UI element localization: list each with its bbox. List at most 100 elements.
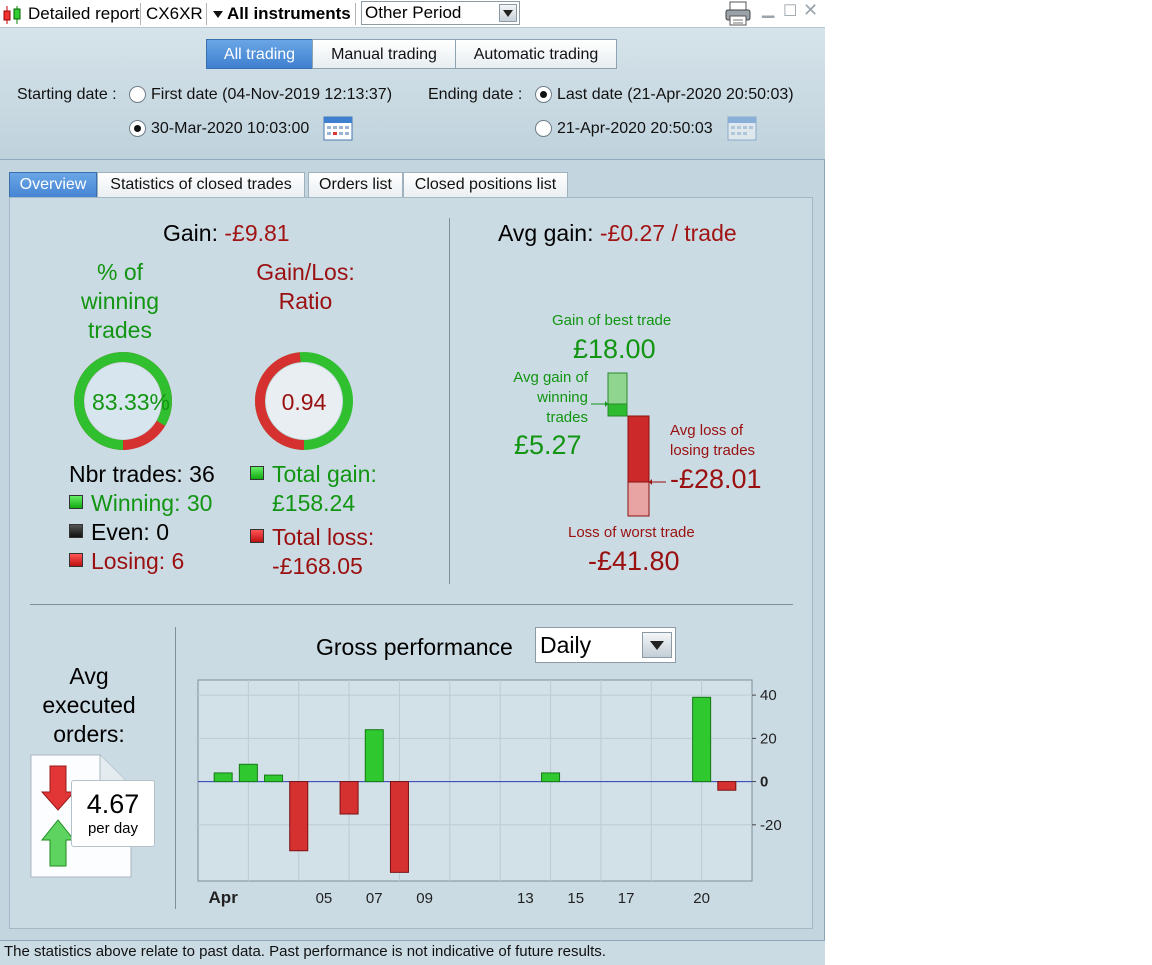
ending-date-label: Ending date : bbox=[428, 86, 523, 103]
even-count: Even: 0 bbox=[91, 519, 169, 545]
bar bbox=[692, 696, 712, 783]
gain-loss-ratio-donut bbox=[255, 352, 353, 450]
x-tick-label: 05 bbox=[316, 890, 333, 907]
maximize-icon[interactable]: ☐ bbox=[783, 3, 798, 20]
avg-gain-label: Avg gain: bbox=[498, 220, 594, 246]
donut-center bbox=[266, 363, 342, 439]
total-gain-legend-icon bbox=[250, 466, 264, 480]
bar bbox=[717, 781, 737, 791]
avg-gain-value: -£0.27 / trade bbox=[599, 220, 737, 246]
avg-loss-label-line: Avg loss of bbox=[670, 422, 744, 439]
x-tick-label: 13 bbox=[517, 890, 534, 907]
x-tick-label: 09 bbox=[416, 890, 433, 907]
granularity-value: Daily bbox=[540, 632, 592, 658]
nbr-trades: Nbr trades: 36 bbox=[69, 461, 215, 487]
avg-win-value: £5.27 bbox=[514, 430, 582, 460]
avg-orders-unit: per day bbox=[87, 820, 139, 837]
tab-manual-trading[interactable]: Manual trading bbox=[312, 39, 456, 69]
status-bar: The statistics above relate to past data… bbox=[0, 940, 825, 965]
bar bbox=[238, 763, 258, 783]
y-tick-label: 20 bbox=[760, 730, 777, 747]
custom-start-radio[interactable] bbox=[129, 120, 146, 137]
tab-overview[interactable]: Overview bbox=[9, 172, 97, 198]
gain-label: Gain: bbox=[163, 220, 218, 246]
worst-trade-value: -£41.80 bbox=[588, 546, 680, 576]
tab-statistics-closed-trades[interactable]: Statistics of closed trades bbox=[97, 172, 305, 198]
granularity-select[interactable]: Daily bbox=[535, 627, 676, 663]
x-tick-label: Apr bbox=[209, 888, 239, 907]
avg-gain-summary: Avg gain: -£0.27 / trade bbox=[498, 220, 737, 247]
starting-date-label: Starting date : bbox=[17, 86, 117, 103]
avg-loss-label-line: losing trades bbox=[670, 442, 756, 459]
avg-loss-label: Avg loss of losing trades bbox=[670, 421, 755, 461]
winning-pct-title-line: winning bbox=[81, 288, 159, 314]
chevron-down-icon[interactable] bbox=[642, 632, 672, 658]
tab-all-trading[interactable]: All trading bbox=[206, 39, 313, 69]
bar bbox=[541, 772, 561, 783]
close-icon[interactable]: ✕ bbox=[803, 0, 819, 20]
total-loss-legend-icon bbox=[250, 529, 264, 543]
donut-center bbox=[85, 363, 161, 439]
x-tick-label: 20 bbox=[693, 890, 710, 907]
custom-end-value: 21-Apr-2020 20:50:03 bbox=[557, 120, 713, 137]
account-label[interactable]: CX6XR bbox=[146, 4, 203, 23]
losing-count: Losing: 6 bbox=[91, 548, 185, 574]
chevron-down-icon[interactable] bbox=[499, 4, 517, 22]
even-legend-icon bbox=[69, 524, 83, 538]
tab-closed-positions-list[interactable]: Closed positions list bbox=[403, 172, 568, 198]
x-tick-label: 17 bbox=[618, 890, 635, 907]
period-value: Other Period bbox=[365, 3, 462, 22]
last-date-label: Last date (21-Apr-2020 20:50:03) bbox=[557, 86, 794, 103]
section-divider bbox=[175, 627, 176, 909]
avg-orders-title-line: Avg bbox=[69, 663, 109, 689]
bar bbox=[364, 729, 384, 783]
avg-loss-value: -£28.01 bbox=[670, 464, 762, 494]
winning-count: Winning: 30 bbox=[91, 490, 213, 516]
candlestick-chart-icon bbox=[3, 6, 21, 24]
losing-legend-icon bbox=[69, 553, 83, 567]
last-date-radio[interactable] bbox=[535, 86, 552, 103]
y-tick-label: -20 bbox=[760, 817, 782, 834]
avg-win-label: Avg gain of winning trades bbox=[490, 368, 588, 428]
avg-orders-card: 4.67 per day bbox=[71, 780, 155, 847]
tab-orders-list[interactable]: Orders list bbox=[308, 172, 403, 198]
bar bbox=[213, 772, 233, 783]
first-date-radio[interactable] bbox=[129, 86, 146, 103]
custom-end-radio[interactable] bbox=[535, 120, 552, 137]
total-loss-label: Total loss: bbox=[272, 524, 375, 550]
total-loss-value: -£168.05 bbox=[272, 553, 363, 579]
caret-down-icon bbox=[213, 11, 223, 19]
avg-orders-value: 4.67 bbox=[86, 789, 140, 819]
detailed-report-label: Detailed report bbox=[28, 4, 140, 23]
section-divider bbox=[449, 218, 450, 584]
instruments-dropdown[interactable]: All instruments bbox=[213, 3, 351, 25]
winning-legend-icon bbox=[69, 495, 83, 509]
avg-win-label-line: winning bbox=[537, 389, 588, 406]
ratio-title-line: Gain/Los: bbox=[256, 259, 355, 285]
gain-loss-ratio-title: Gain/Los: Ratio bbox=[253, 258, 358, 316]
donut-share bbox=[74, 352, 172, 450]
printer-icon[interactable] bbox=[724, 1, 754, 27]
x-tick-label: 07 bbox=[366, 890, 383, 907]
avg-executed-orders-title: Avg executed orders: bbox=[30, 662, 148, 749]
avg-win-label-line: Avg gain of bbox=[513, 369, 588, 386]
bar bbox=[339, 781, 359, 815]
bar bbox=[289, 781, 309, 852]
x-tick-label: 15 bbox=[567, 890, 584, 907]
bar bbox=[389, 781, 409, 873]
winning-pct-donut bbox=[74, 352, 172, 450]
gain-summary: Gain: -£9.81 bbox=[163, 220, 290, 247]
worst-trade-label: Loss of worst trade bbox=[568, 524, 695, 541]
avg-orders-title-line: orders: bbox=[53, 721, 125, 747]
trade-range-graphic bbox=[591, 372, 666, 517]
tab-automatic-trading[interactable]: Automatic trading bbox=[455, 39, 617, 69]
separator bbox=[355, 3, 356, 25]
minimize-icon[interactable]: ▁ bbox=[762, 1, 775, 18]
period-select[interactable]: Other Period bbox=[361, 1, 520, 25]
custom-start-value[interactable]: 30-Mar-2020 10:03:00 bbox=[151, 120, 310, 137]
total-gain-value: £158.24 bbox=[272, 490, 356, 516]
calendar-icon[interactable] bbox=[323, 114, 353, 141]
winning-pct-value: 83.33% bbox=[91, 389, 170, 415]
first-date-label: First date (04-Nov-2019 12:13:37) bbox=[151, 86, 393, 103]
section-divider bbox=[30, 604, 793, 605]
